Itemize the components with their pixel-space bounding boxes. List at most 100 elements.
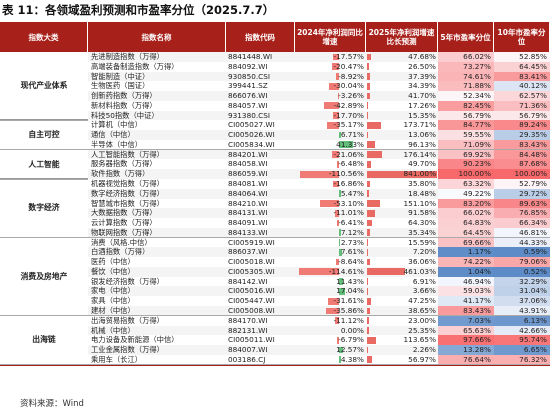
pe-percentile: 73.27% <box>463 61 491 71</box>
growth-2025: 461.03% <box>403 266 436 276</box>
growth-2025: 18.48% <box>408 188 436 198</box>
pe-cell <box>438 345 494 355</box>
pe-cell <box>438 100 494 111</box>
row-bg <box>88 306 438 316</box>
group-cell: 消费及房地产 <box>0 238 88 316</box>
pe-percentile: 83.43% <box>463 306 491 316</box>
row-bg <box>88 130 438 140</box>
growth-2024: -114.61% <box>328 266 364 276</box>
row-bg <box>88 247 438 258</box>
growth-bar <box>337 92 339 100</box>
pe-percentile: 83.43% <box>519 139 547 149</box>
group-rule <box>0 178 550 180</box>
pe-percentile: 90.23% <box>463 159 491 169</box>
row-bg <box>88 198 438 209</box>
group-cell: 数字经济 <box>0 179 88 238</box>
forecast-bar <box>367 307 371 315</box>
index-code: 882131.WI <box>228 325 268 335</box>
pe-percentile: 59.55% <box>463 130 491 140</box>
pe-percentile: 84.77% <box>463 120 491 130</box>
growth-bar <box>336 336 339 344</box>
pe-cell <box>438 237 494 248</box>
row-bg <box>88 139 438 150</box>
index-code: 884057.WI <box>228 100 268 110</box>
row-bg <box>88 237 438 248</box>
growth-2025: 34.39% <box>408 81 436 91</box>
pe-cell <box>494 71 550 82</box>
pe-percentile: 37.06% <box>519 296 547 306</box>
pe-cell <box>494 110 550 121</box>
pe-cell <box>438 61 494 72</box>
index-code: CI005018.WI <box>228 257 275 267</box>
growth-bar <box>339 356 341 364</box>
pe-cell <box>494 218 550 228</box>
forecast-bar <box>367 248 368 256</box>
row-bg <box>88 315 438 326</box>
pe-cell <box>494 208 550 219</box>
growth-2024: 5.47% <box>340 188 364 198</box>
forecast-bar <box>367 200 380 207</box>
row-bg <box>88 208 438 219</box>
forecast-bar <box>367 63 370 71</box>
growth-2024: -8.64% <box>338 257 364 267</box>
pe-cell <box>438 247 494 258</box>
growth-2024: 7.12% <box>340 227 364 237</box>
forecast-bar <box>367 229 370 237</box>
row-bg <box>88 100 438 111</box>
pe-cell <box>438 159 494 170</box>
row-bg <box>88 61 438 72</box>
pe-cell <box>438 110 494 121</box>
forecast-bar <box>367 219 373 227</box>
pe-cell <box>494 335 550 346</box>
growth-2025: 173.71% <box>403 120 436 130</box>
growth-bar <box>339 287 345 295</box>
growth-2024: -16.86% <box>333 179 364 188</box>
pe-percentile: 29.72% <box>519 188 547 198</box>
pe-percentile: 41.17% <box>463 296 491 306</box>
pe-percentile: 71.88% <box>463 81 491 91</box>
forecast-bar <box>367 121 382 129</box>
pe-percentile: 62.57% <box>519 91 547 101</box>
bottom-rule <box>0 364 550 366</box>
pe-cell <box>494 345 550 355</box>
index-code: 884058.WI <box>228 159 268 169</box>
pe-cell <box>438 227 494 238</box>
growth-bar <box>339 346 344 354</box>
index-code: 884064.WI <box>228 188 268 198</box>
pe-percentile: 29.35% <box>519 130 547 140</box>
growth-2024: -42.89% <box>333 100 364 110</box>
pe-percentile: 66.02% <box>463 208 491 218</box>
pe-cell <box>438 149 494 160</box>
growth-2024: -35.17% <box>333 120 364 130</box>
row-bg <box>88 257 438 267</box>
group-rule <box>0 149 550 150</box>
growth-2025: 38.65% <box>408 306 436 316</box>
pe-percentile: 52.34% <box>463 91 491 101</box>
growth-bar <box>336 160 339 168</box>
growth-2025: 49.70% <box>408 159 436 169</box>
growth-2024: -17.70% <box>333 110 364 120</box>
pe-percentile: 49.22% <box>463 188 491 198</box>
pe-percentile: 82.45% <box>463 100 491 110</box>
forecast-bar <box>367 278 368 285</box>
index-name: 软件指数（万得） <box>91 169 150 179</box>
pe-cell <box>494 257 550 267</box>
growth-2024: -6.79% <box>338 335 364 345</box>
growth-2025: 6.91% <box>412 276 436 286</box>
index-code: 884092.WI <box>228 61 268 71</box>
pe-cell <box>494 52 550 62</box>
index-name: 医药（中信） <box>91 257 135 267</box>
pe-cell <box>438 286 494 297</box>
growth-bar <box>326 121 339 129</box>
growth-2025: 151.10% <box>403 198 436 208</box>
growth-bar <box>339 131 342 139</box>
growth-2024: -110.56% <box>328 169 364 179</box>
pe-cell <box>494 81 550 92</box>
growth-2024: -21.06% <box>333 149 364 159</box>
pe-percentile: 52.85% <box>519 52 547 61</box>
index-code: CI005011.WI <box>228 335 275 345</box>
pe-percentile: 46.81% <box>519 227 547 237</box>
pe-cell <box>494 276 550 287</box>
pe-percentile: 64.45% <box>519 61 547 71</box>
growth-2025: 23.00% <box>408 315 436 325</box>
